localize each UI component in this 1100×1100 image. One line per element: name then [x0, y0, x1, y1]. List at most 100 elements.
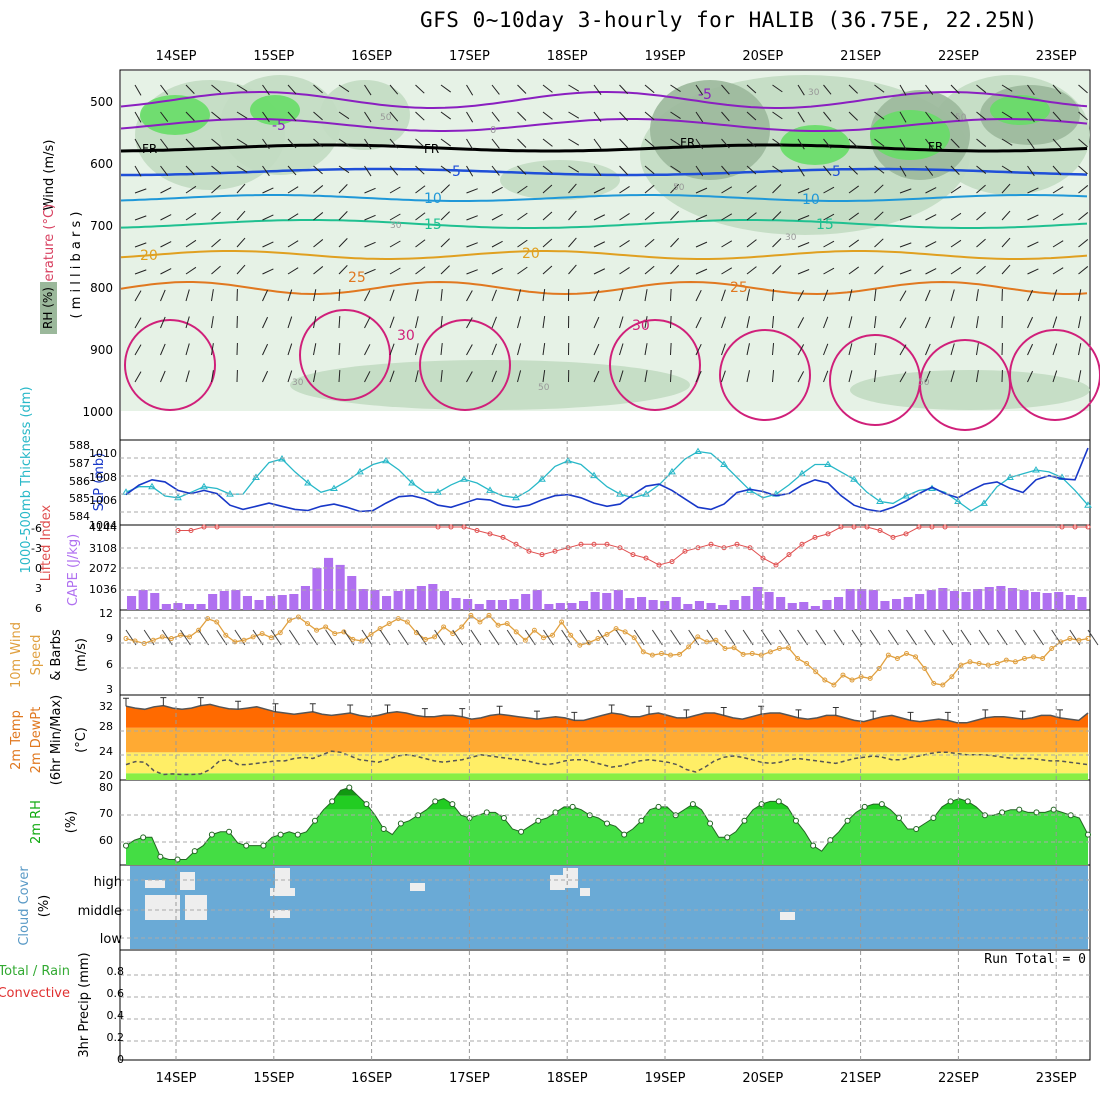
cape-bar-71	[949, 591, 959, 610]
wind-barb-2-6	[287, 138, 297, 149]
wind-barb-11-15	[517, 370, 522, 383]
wind-barb-8-25	[772, 289, 775, 302]
thickness-tick-585: 585	[69, 492, 90, 505]
wind-barb-3-26	[797, 165, 805, 177]
rh2m-point-26	[346, 784, 353, 791]
wind-barb-0-22	[695, 84, 704, 96]
precip-panel-frame	[119, 949, 1091, 1061]
rh2m-point-92	[913, 826, 920, 833]
wind-barb-11-7	[313, 370, 317, 383]
cape-bar-43	[625, 598, 635, 610]
cape-bar-28	[451, 598, 461, 610]
wind-barb-1-12	[440, 111, 452, 120]
wind10-point-30	[395, 616, 401, 622]
wind10-point-35	[441, 624, 447, 630]
date-label-top-8: 22SEP	[938, 49, 979, 64]
wind-barb-5-25	[772, 211, 782, 221]
wind-barb-1-18	[593, 111, 602, 123]
temp2m-tick-28: 28	[99, 720, 113, 733]
wind10-point-29	[386, 621, 392, 627]
wind-barb-1-37	[1078, 111, 1088, 121]
wind-barb-1-2	[185, 111, 195, 121]
wind10-point-68	[740, 651, 746, 657]
wind-barb-7-1	[160, 268, 172, 275]
wind-barb-5-16	[542, 211, 553, 221]
wind10-point-87	[913, 654, 919, 660]
wind-barb-10-11	[415, 343, 419, 356]
wind-barb-4-22	[695, 187, 708, 194]
wind-barb-4-6	[287, 186, 299, 194]
wind-barb-2-9	[364, 138, 372, 150]
wind-barb-4-2	[185, 185, 197, 194]
wind-barb-8-29	[874, 289, 877, 302]
wind-barb-0-6	[287, 84, 297, 95]
cape-bar-80	[1054, 592, 1064, 610]
wind10-line	[125, 614, 1089, 686]
cape-bar-50	[706, 603, 716, 610]
cape-bar-74	[984, 587, 994, 610]
wind-barb-0-27	[823, 84, 832, 95]
wind-barb-0-32	[950, 84, 960, 94]
wind-barb-8-7	[313, 289, 317, 302]
wind10-point-90	[940, 682, 946, 688]
wind-barb-7-22	[695, 268, 708, 275]
wind-barb-10-1	[160, 343, 166, 356]
wind-barb-5-32	[950, 212, 962, 221]
wind-barb-1-8	[338, 111, 350, 120]
wind10-point-0	[123, 636, 129, 642]
date-label-top-2: 16SEP	[351, 49, 392, 64]
contour-label-p20-1: 20	[140, 248, 158, 264]
contour-label-rh-2: 50	[380, 113, 392, 123]
temp2m-errbar-72	[795, 709, 802, 718]
contour-label-p30-1: 30	[397, 328, 415, 344]
wind-barb-8-5	[262, 289, 269, 302]
wind-barb-4-32	[950, 185, 962, 194]
wind-barb-9-15	[517, 316, 522, 329]
wind-barb-5-24	[746, 212, 757, 221]
isotherm-m5-lower	[120, 118, 1088, 132]
wind-barb-0-36	[1052, 84, 1062, 95]
isotherm-m5-upper	[120, 91, 1088, 109]
wind-barb-0-7	[313, 84, 323, 94]
wind10-point-64	[704, 639, 710, 645]
wind-barb-4-17	[568, 183, 577, 194]
wind-barb-1-13	[466, 111, 474, 123]
wind-barb-7-13	[466, 269, 478, 275]
slp-layer	[122, 447, 1092, 513]
wind10-label-3: & Barbs	[49, 629, 64, 681]
wind-barb-0-1	[160, 84, 169, 95]
wind10-point-95	[985, 662, 991, 668]
wind-barb-3-6	[287, 165, 297, 176]
wind10-point-66	[722, 646, 728, 652]
rh2m-point-24	[329, 798, 336, 805]
wind10-point-40	[486, 612, 492, 618]
wind-barb-2-13	[466, 138, 474, 150]
wind-barb-9-0	[134, 317, 142, 329]
cloud-layer	[130, 866, 1088, 949]
wind-barb-5-0	[134, 215, 147, 221]
wind-barb-5-34	[1001, 210, 1011, 221]
wind-barb-2-28	[848, 138, 858, 148]
wind10-point-77	[822, 677, 828, 683]
wind10-point-4	[159, 634, 165, 640]
wind-barb-6-20	[644, 238, 655, 248]
isotherm-p25	[120, 280, 1088, 296]
rh2m-point-28	[363, 801, 370, 808]
wind-barb-9-16	[542, 316, 546, 329]
wind-barb-2-5	[262, 138, 270, 150]
contour-label-m5-1: -5	[272, 118, 286, 134]
wind-barb-6-3	[211, 238, 221, 248]
rh2m-label: 2m RH	[29, 800, 44, 844]
wind-barb-0-11	[415, 84, 425, 94]
dewpt-line	[125, 750, 1089, 776]
li-point-33	[552, 548, 558, 554]
wind-barb-1-7	[313, 111, 323, 121]
wind10-barb-46	[543, 629, 554, 646]
wind-barb-1-35	[1027, 111, 1035, 123]
precip-tick-02: 0.2	[107, 1031, 125, 1044]
cape-bar-18	[335, 564, 345, 610]
temp2m-tick-24: 24	[99, 745, 113, 758]
wind10-point-70	[758, 652, 764, 658]
wind-barb-5-31	[925, 214, 937, 221]
thickness-point-2	[148, 482, 156, 490]
